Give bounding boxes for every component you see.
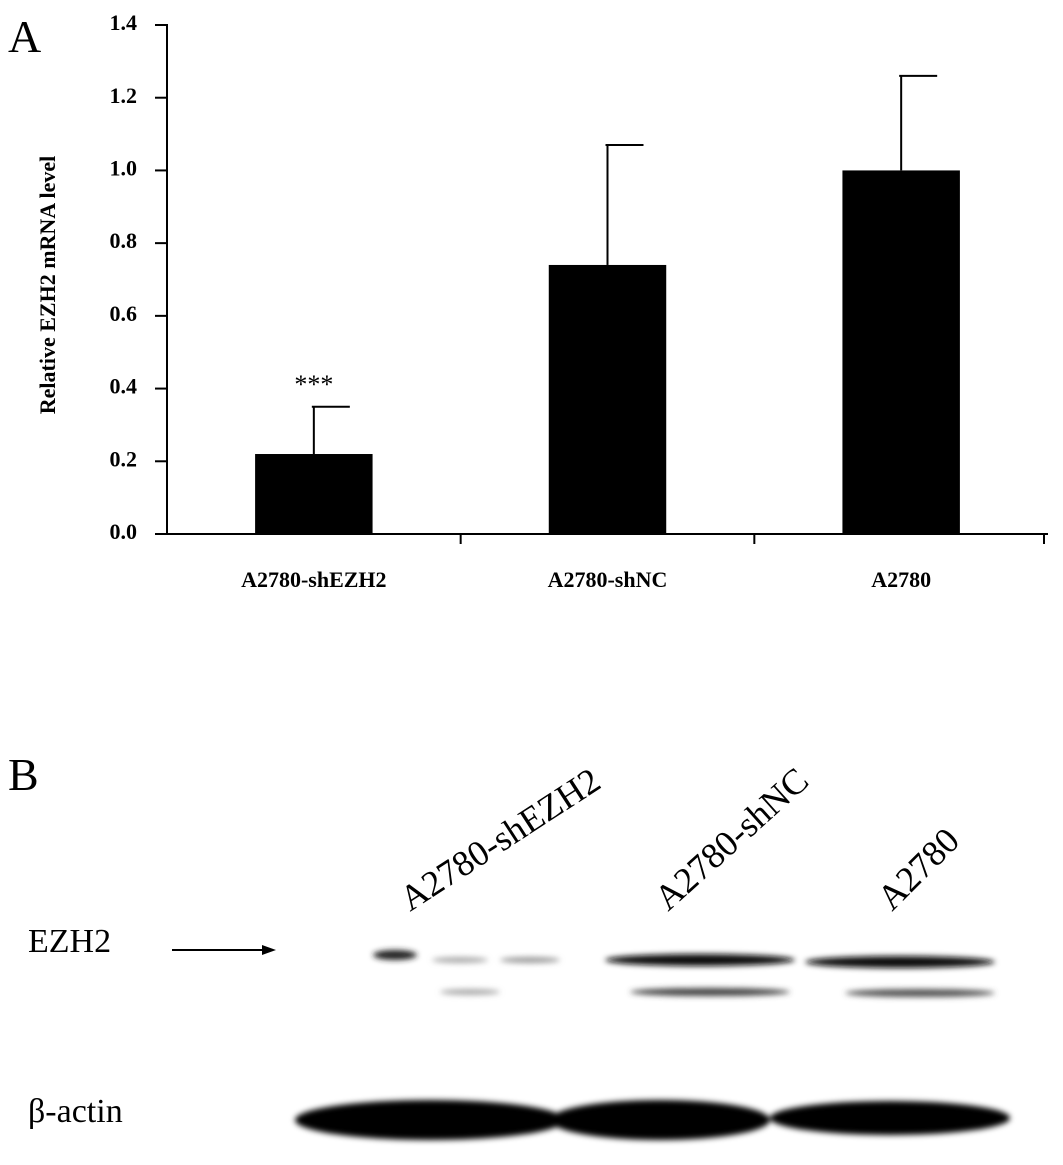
band — [440, 989, 500, 995]
significance: *** — [294, 370, 333, 399]
band — [432, 957, 488, 963]
band — [550, 1100, 770, 1140]
y-axis-label: Relative EZH2 mRNA level — [35, 156, 60, 414]
band — [770, 1101, 1010, 1135]
bar — [548, 264, 667, 534]
x-tick-label: A2780 — [871, 567, 931, 592]
y-tick-label: 1.0 — [110, 155, 138, 180]
band — [373, 950, 417, 960]
y-tick-label: 0.2 — [110, 446, 138, 471]
panel-label: A — [8, 11, 41, 62]
lane-label: A2780-shNC — [647, 760, 816, 918]
row-label: β-actin — [28, 1093, 123, 1130]
band — [500, 957, 560, 963]
panel-label: B — [8, 749, 39, 800]
band — [605, 954, 795, 966]
bar — [842, 170, 960, 534]
x-tick-label: A2780-shEZH2 — [241, 567, 386, 592]
y-tick-label: 0.0 — [110, 519, 138, 544]
band — [805, 956, 995, 968]
y-tick-label: 0.6 — [110, 301, 138, 326]
plot: 0.0 0.2 0.4 0.6 0.8 1.0 1.2 1.4 A2780-shEZH2 *** A… — [110, 10, 1045, 592]
arrow-head — [262, 945, 276, 955]
lane-label: A2780-shEZH2 — [393, 760, 608, 919]
band — [630, 988, 790, 996]
band — [845, 989, 995, 997]
blot — [295, 950, 1010, 1140]
lane-label: A2780 — [869, 820, 967, 918]
x-tick-label: A2780-shNC — [548, 567, 668, 592]
y-tick-label: 0.8 — [110, 228, 138, 253]
y-tick-label: 1.2 — [110, 83, 138, 108]
row-label: EZH2 — [28, 923, 111, 960]
y-tick-label: 0.4 — [110, 374, 138, 399]
bar — [255, 454, 373, 534]
band — [295, 1100, 565, 1140]
y-tick-label: 1.4 — [110, 10, 138, 35]
